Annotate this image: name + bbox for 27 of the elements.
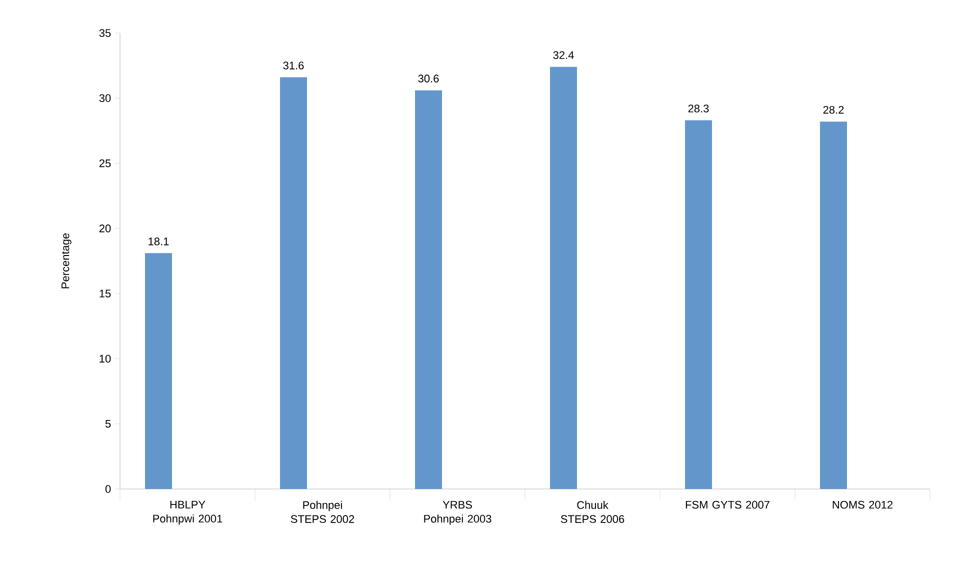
data-label: 30.6 (418, 74, 439, 82)
data-label: 31.6 (283, 62, 304, 70)
x-tick-label: Pohnpei STEPS 2002 (290, 500, 354, 523)
data-label: 32.4 (553, 51, 574, 59)
y-tick-label: 0 (105, 485, 111, 493)
y-tick-label: 30 (99, 94, 111, 102)
bar (280, 77, 307, 489)
bar (415, 90, 442, 489)
bar (820, 122, 847, 489)
data-label: 28.2 (823, 106, 844, 114)
x-tick-label: HBLPY Pohnpwi 2001 (153, 500, 222, 525)
x-tick-label: Chuuk STEPS 2006 (560, 500, 624, 523)
y-tick-label: 15 (100, 290, 111, 298)
x-tick-label: YRBS Pohnpei 2003 (424, 500, 492, 525)
y-tick-label: 5 (105, 420, 111, 428)
y-tick-label: 35 (99, 29, 111, 37)
data-label: 28.3 (688, 104, 709, 112)
bar (684, 120, 712, 489)
y-axis-title: Percentage (62, 233, 72, 288)
x-tick-label: NOMS 2012 (832, 500, 892, 509)
data-label: 18.1 (148, 238, 169, 246)
y-tick-label: 20 (99, 224, 111, 232)
bar (550, 66, 577, 489)
y-tick-label: 25 (99, 159, 111, 168)
y-tick-label: 10 (100, 354, 111, 363)
bar (145, 253, 172, 489)
x-tick-label: FSM GYTS 2007 (686, 500, 770, 509)
